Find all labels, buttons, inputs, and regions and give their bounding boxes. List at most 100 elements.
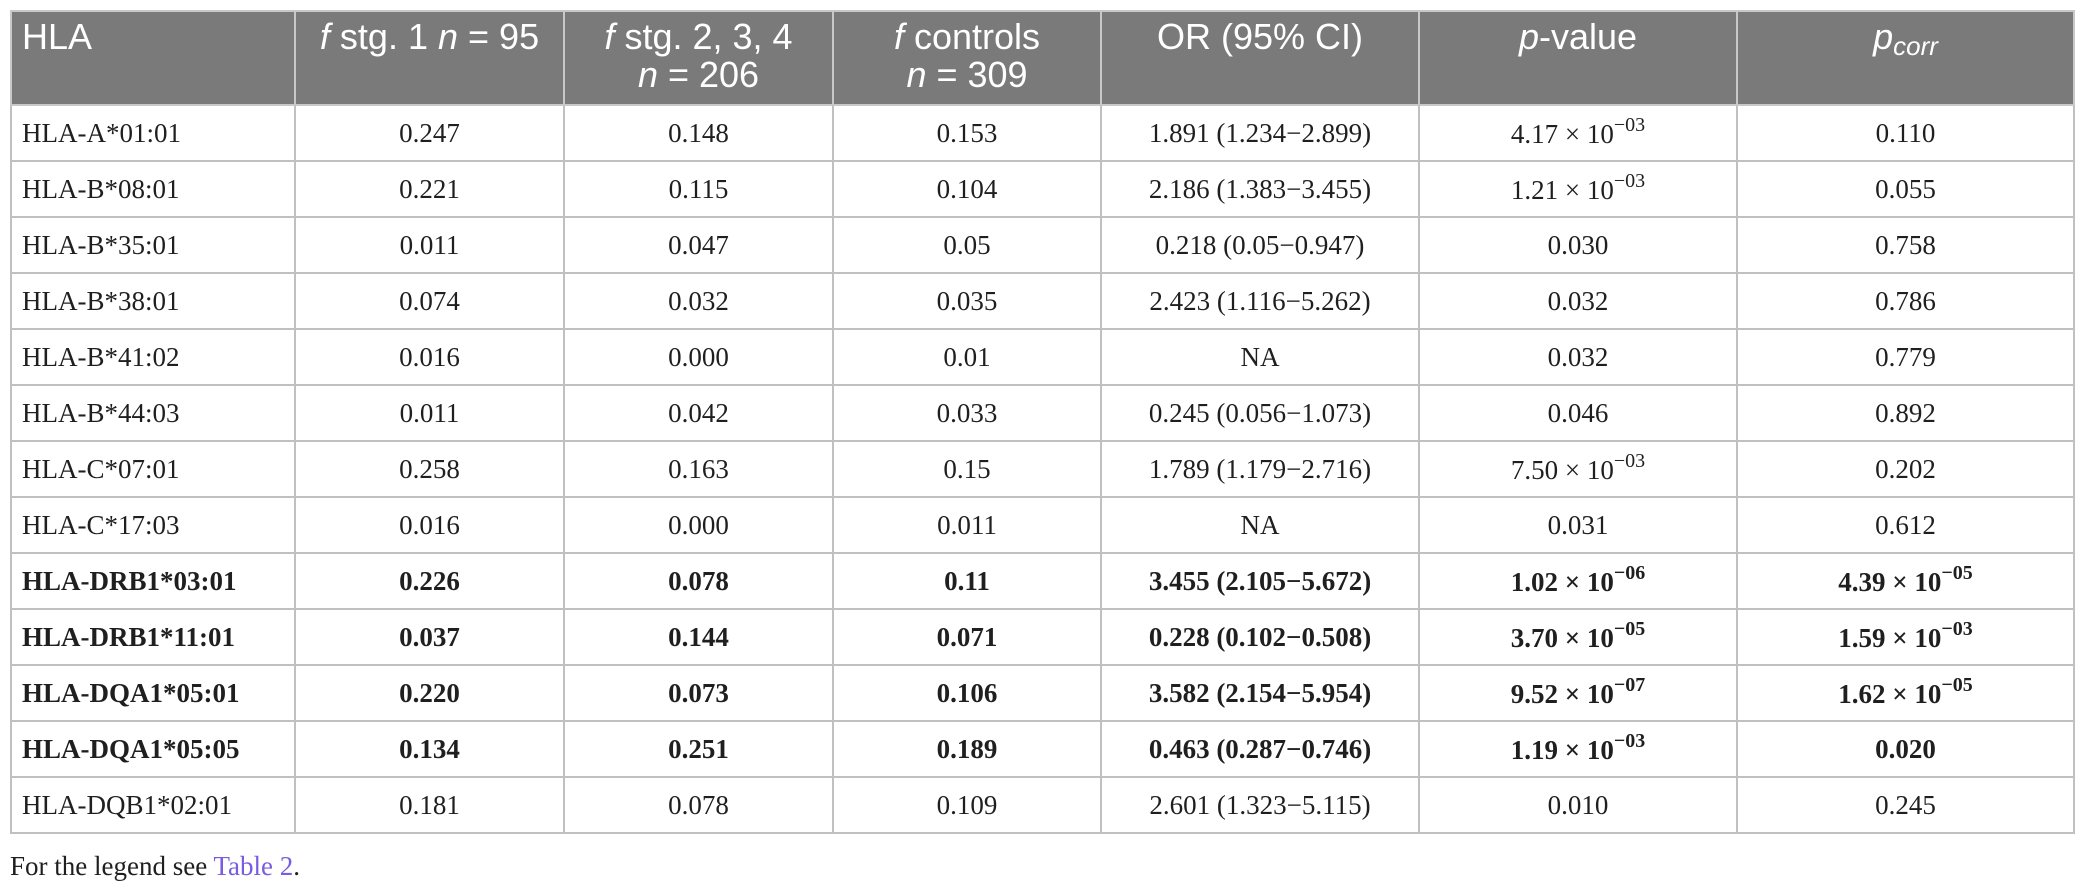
header-stage1-frequency: f stg. 1 n = 95 bbox=[294, 10, 565, 106]
cell-stage1-frequency: 0.011 bbox=[294, 216, 565, 274]
cell-controls-frequency: 0.01 bbox=[832, 328, 1102, 386]
cell-p-corrected: 0.055 bbox=[1736, 160, 2075, 218]
cell-hla-allele: HLA-B*08:01 bbox=[10, 160, 296, 218]
cell-stage1-frequency: 0.220 bbox=[294, 664, 565, 722]
cell-p-value: 0.032 bbox=[1418, 328, 1738, 386]
cell-p-value: 0.032 bbox=[1418, 272, 1738, 330]
cell-controls-frequency: 0.035 bbox=[832, 272, 1102, 330]
cell-stage234-frequency: 0.078 bbox=[563, 776, 834, 834]
cell-p-corrected: 1.62 × 10−05 bbox=[1736, 664, 2075, 722]
cell-stage234-frequency: 0.251 bbox=[563, 720, 834, 778]
cell-odds-ratio: 3.582 (2.154−5.954) bbox=[1100, 664, 1420, 722]
cell-controls-frequency: 0.109 bbox=[832, 776, 1102, 834]
cell-p-corrected: 0.110 bbox=[1736, 104, 2075, 162]
cell-controls-frequency: 0.071 bbox=[832, 608, 1102, 666]
table-row: HLA-B*44:03 0.011 0.042 0.033 0.245 (0.056−1… bbox=[10, 384, 2075, 442]
cell-p-corrected-base: 0.055 bbox=[1875, 173, 1936, 204]
cell-p-value-base: 3.70 × 10 bbox=[1510, 623, 1614, 653]
cell-p-value: 3.70 × 10−05 bbox=[1418, 608, 1738, 666]
cell-stage1-frequency: 0.221 bbox=[294, 160, 565, 218]
cell-hla-allele: HLA-DQA1*05:05 bbox=[10, 720, 296, 778]
table-row: HLA-B*38:01 0.074 0.032 0.035 2.423 (1.116−5… bbox=[10, 272, 2075, 330]
cell-p-corrected-base: 0.612 bbox=[1875, 509, 1936, 540]
cell-p-value-base: 0.010 bbox=[1547, 789, 1609, 820]
cell-stage234-frequency: 0.163 bbox=[563, 440, 834, 498]
cell-p-corrected-base: 0.202 bbox=[1875, 453, 1936, 484]
cell-hla-allele: HLA-B*38:01 bbox=[10, 272, 296, 330]
cell-p-value-exponent: −05 bbox=[1613, 618, 1646, 640]
cell-odds-ratio: 0.463 (0.287−0.746) bbox=[1100, 720, 1420, 778]
cell-p-value-exponent: −03 bbox=[1613, 450, 1646, 472]
cell-stage234-frequency: 0.073 bbox=[563, 664, 834, 722]
cell-controls-frequency: 0.104 bbox=[832, 160, 1102, 218]
cell-p-value: 0.010 bbox=[1418, 776, 1738, 834]
cell-hla-allele: HLA-DQA1*05:01 bbox=[10, 664, 296, 722]
cell-p-value-base: 4.17 × 10 bbox=[1510, 119, 1614, 149]
header-controls-frequency: f controls n = 309 bbox=[832, 10, 1102, 106]
cell-odds-ratio: 2.601 (1.323−5.115) bbox=[1100, 776, 1420, 834]
cell-p-value-base: 0.030 bbox=[1547, 229, 1609, 260]
cell-odds-ratio: NA bbox=[1100, 328, 1420, 386]
cell-odds-ratio: 1.789 (1.179−2.716) bbox=[1100, 440, 1420, 498]
table-row: HLA-DQA1*05:05 0.134 0.251 0.189 0.463 (0.28… bbox=[10, 720, 2075, 778]
header-hla: HLA bbox=[10, 10, 296, 106]
cell-p-corrected: 0.892 bbox=[1736, 384, 2075, 442]
cell-hla-allele: HLA-B*44:03 bbox=[10, 384, 296, 442]
table-2-link[interactable]: Table 2 bbox=[213, 851, 294, 881]
cell-p-corrected: 4.39 × 10−05 bbox=[1736, 552, 2075, 610]
cell-p-corrected: 1.59 × 10−03 bbox=[1736, 608, 2075, 666]
cell-p-corrected-base: 0.110 bbox=[1875, 117, 1936, 148]
cell-stage234-frequency: 0.115 bbox=[563, 160, 834, 218]
footnote-suffix: . bbox=[293, 851, 301, 881]
cell-p-value-base: 7.50 × 10 bbox=[1510, 455, 1614, 485]
cell-p-value-base: 1.19 × 10 bbox=[1510, 735, 1614, 765]
cell-p-value: 0.031 bbox=[1418, 496, 1738, 554]
cell-p-value: 1.02 × 10−06 bbox=[1418, 552, 1738, 610]
cell-stage1-frequency: 0.016 bbox=[294, 328, 565, 386]
table-footnote: For the legend see Table 2. bbox=[10, 851, 300, 882]
cell-p-corrected: 0.779 bbox=[1736, 328, 2075, 386]
cell-p-corrected-base: 0.786 bbox=[1875, 285, 1936, 316]
cell-stage234-frequency: 0.032 bbox=[563, 272, 834, 330]
cell-p-corrected: 0.202 bbox=[1736, 440, 2075, 498]
cell-p-value: 4.17 × 10−03 bbox=[1418, 104, 1738, 162]
table-body: HLA-A*01:01 0.247 0.148 0.153 1.891 (1.234−2… bbox=[10, 104, 2075, 834]
cell-controls-frequency: 0.106 bbox=[832, 664, 1102, 722]
table-row: HLA-DRB1*11:01 0.037 0.144 0.071 0.228 (0.10… bbox=[10, 608, 2075, 666]
cell-stage1-frequency: 0.226 bbox=[294, 552, 565, 610]
cell-p-value-exponent: −07 bbox=[1613, 674, 1646, 696]
cell-controls-frequency: 0.153 bbox=[832, 104, 1102, 162]
cell-controls-frequency: 0.05 bbox=[832, 216, 1102, 274]
cell-hla-allele: HLA-B*35:01 bbox=[10, 216, 296, 274]
cell-controls-frequency: 0.033 bbox=[832, 384, 1102, 442]
cell-controls-frequency: 0.189 bbox=[832, 720, 1102, 778]
cell-hla-allele: HLA-DRB1*11:01 bbox=[10, 608, 296, 666]
header-p-value: p-value bbox=[1418, 10, 1738, 106]
cell-stage1-frequency: 0.181 bbox=[294, 776, 565, 834]
cell-p-value-exponent: −03 bbox=[1613, 114, 1646, 136]
cell-stage1-frequency: 0.134 bbox=[294, 720, 565, 778]
cell-p-value-base: 0.046 bbox=[1547, 397, 1609, 428]
cell-odds-ratio: 0.245 (0.056−1.073) bbox=[1100, 384, 1420, 442]
header-odds-ratio: OR (95% CI) bbox=[1100, 10, 1420, 106]
cell-p-corrected: 0.758 bbox=[1736, 216, 2075, 274]
table-row: HLA-DQA1*05:01 0.220 0.073 0.106 3.582 (2.15… bbox=[10, 664, 2075, 722]
cell-p-corrected: 0.612 bbox=[1736, 496, 2075, 554]
header-p-corrected: pcorr bbox=[1736, 10, 2075, 106]
cell-p-corrected-base: 0.779 bbox=[1875, 341, 1936, 372]
cell-p-value: 1.19 × 10−03 bbox=[1418, 720, 1738, 778]
table-row: HLA-DRB1*03:01 0.226 0.078 0.11 3.455 (2.105… bbox=[10, 552, 2075, 610]
table-row: HLA-C*07:01 0.258 0.163 0.15 1.789 (1.179−2.… bbox=[10, 440, 2075, 498]
table-row: HLA-A*01:01 0.247 0.148 0.153 1.891 (1.234−2… bbox=[10, 104, 2075, 162]
cell-p-value: 7.50 × 10−03 bbox=[1418, 440, 1738, 498]
cell-hla-allele: HLA-B*41:02 bbox=[10, 328, 296, 386]
cell-stage234-frequency: 0.047 bbox=[563, 216, 834, 274]
cell-p-corrected-base: 1.62 × 10 bbox=[1838, 679, 1942, 709]
cell-p-corrected-exponent: −05 bbox=[1941, 562, 1973, 584]
cell-p-corrected-base: 0.892 bbox=[1875, 397, 1936, 428]
cell-controls-frequency: 0.011 bbox=[832, 496, 1102, 554]
cell-p-corrected: 0.786 bbox=[1736, 272, 2075, 330]
cell-p-value-exponent: −03 bbox=[1613, 730, 1646, 752]
